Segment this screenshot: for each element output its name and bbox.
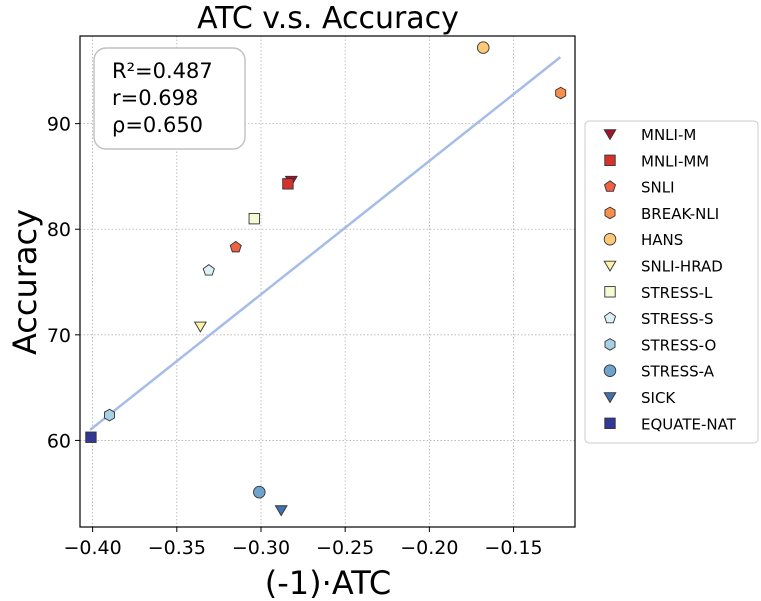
x-tick-label: −0.25 bbox=[316, 537, 374, 559]
legend: MNLI-M MNLI-MM SNLI BREAK-NLI HANS SNLI-HRAD S… bbox=[584, 120, 759, 444]
legend-marker-mnli-m bbox=[603, 129, 617, 141]
legend-marker-stress-a bbox=[603, 364, 617, 377]
axis-ticks: −0.40 −0.35 −0.30 −0.25 −0.20 −0.15 60 70 80 90 bbox=[47, 114, 543, 559]
legend-label-mnli-m: MNLI-M bbox=[641, 126, 696, 144]
point-snli bbox=[229, 240, 242, 253]
legend-marker-snli-hrad bbox=[603, 260, 617, 272]
stats-box: R²=0.487 r=0.698 ρ=0.650 bbox=[93, 47, 246, 150]
y-axis-label: Accuracy bbox=[6, 209, 44, 355]
y-tick-label: 80 bbox=[47, 219, 71, 241]
chart-title: ATC v.s. Accuracy bbox=[197, 1, 459, 36]
x-tick-label: −0.15 bbox=[484, 537, 542, 559]
legend-label-stress-o: STRESS-O bbox=[641, 336, 716, 354]
legend-item-stress-s: STRESS-S bbox=[603, 310, 714, 328]
legend-label-stress-s: STRESS-S bbox=[641, 310, 714, 328]
legend-label-snli-hrad: SNLI-HRAD bbox=[641, 258, 723, 276]
legend-marker-stress-l bbox=[604, 286, 616, 298]
data-points bbox=[85, 41, 567, 517]
point-sick bbox=[274, 505, 288, 517]
legend-marker-stress-o bbox=[604, 338, 616, 351]
legend-marker-hans bbox=[603, 232, 617, 246]
point-break-nli bbox=[555, 86, 567, 100]
legend-marker-snli bbox=[603, 180, 617, 192]
legend-item-snli-hrad: SNLI-HRAD bbox=[603, 258, 723, 276]
legend-label-stress-a: STRESS-A bbox=[641, 363, 715, 381]
point-hans bbox=[476, 41, 490, 54]
point-stress-s bbox=[202, 264, 215, 276]
legend-item-stress-a: STRESS-A bbox=[603, 363, 715, 381]
point-equate-nat bbox=[85, 431, 97, 443]
x-tick-label: −0.35 bbox=[148, 537, 206, 559]
legend-marker-sick bbox=[603, 392, 617, 404]
legend-label-hans: HANS bbox=[641, 231, 683, 249]
regression-line bbox=[89, 56, 562, 431]
y-tick-label: 70 bbox=[47, 325, 71, 347]
legend-label-break-nli: BREAK-NLI bbox=[641, 205, 719, 223]
legend-marker-break-nli bbox=[604, 206, 616, 220]
x-tick-label: −0.20 bbox=[400, 537, 458, 559]
legend-marker-equate-nat bbox=[604, 417, 616, 429]
legend-label-sick: SICK bbox=[641, 389, 676, 407]
plot-area-frame bbox=[79, 35, 576, 528]
legend-label-equate-nat: EQUATE-NAT bbox=[641, 415, 737, 433]
legend-label-stress-l: STRESS-L bbox=[641, 284, 713, 302]
legend-item-sick: SICK bbox=[603, 389, 676, 407]
regression-line-layer bbox=[89, 56, 562, 431]
legend-item-hans: HANS bbox=[603, 231, 683, 249]
r-squared-stat: R²=0.487 bbox=[112, 59, 213, 83]
x-tick-label: −0.30 bbox=[232, 537, 290, 559]
legend-item-stress-o: STRESS-O bbox=[604, 336, 716, 354]
legend-marker-stress-s bbox=[603, 311, 617, 324]
x-axis-label: (-1)·ATC bbox=[265, 564, 391, 601]
y-tick-label: 60 bbox=[47, 430, 71, 452]
point-stress-o bbox=[103, 408, 115, 422]
point-stress-a bbox=[253, 485, 266, 499]
legend-item-break-nli: BREAK-NLI bbox=[604, 205, 719, 223]
legend-item-snli: SNLI bbox=[603, 179, 675, 197]
legend-item-equate-nat: EQUATE-NAT bbox=[604, 415, 737, 433]
point-stress-l bbox=[248, 213, 260, 225]
x-tick-label: −0.40 bbox=[64, 537, 122, 559]
legend-label-mnli-mm: MNLI-MM bbox=[641, 152, 709, 170]
point-snli-hrad bbox=[193, 321, 207, 333]
legend-label-snli: SNLI bbox=[641, 179, 675, 197]
legend-marker-mnli-mm bbox=[604, 154, 616, 166]
point-mnli-mm bbox=[282, 178, 294, 190]
y-tick-label: 90 bbox=[47, 114, 71, 136]
legend-item-mnli-m: MNLI-M bbox=[603, 126, 696, 144]
legend-item-stress-l: STRESS-L bbox=[604, 284, 713, 302]
legend-item-mnli-mm: MNLI-MM bbox=[604, 152, 709, 170]
legend-frame bbox=[584, 120, 759, 444]
pearson-r-stat: r=0.698 bbox=[112, 86, 198, 110]
stats-box-frame bbox=[93, 47, 246, 150]
spearman-rho-stat: ρ=0.650 bbox=[112, 113, 203, 137]
